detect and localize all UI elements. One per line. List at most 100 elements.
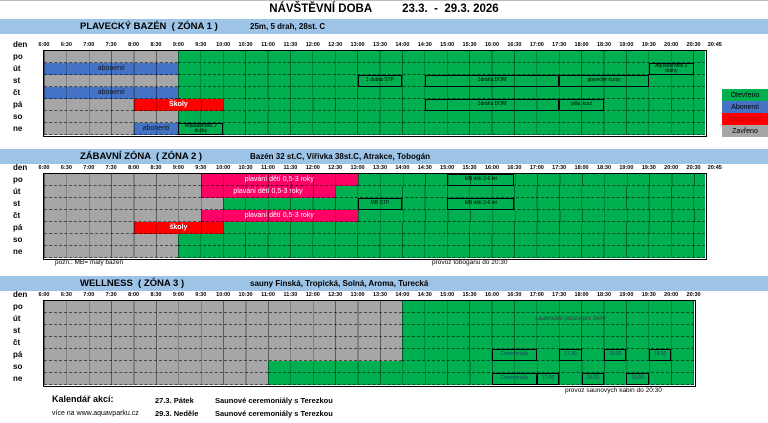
segment-label: plavání dětí 0,5-3 roky: [244, 176, 314, 183]
time-label: 9:00: [172, 292, 184, 298]
time-label: 12:30: [328, 42, 343, 48]
time-label: 19:00: [619, 165, 634, 171]
segment-closed: [44, 174, 201, 186]
time-label: 9:30: [195, 42, 207, 48]
time-label: 7:30: [105, 165, 117, 171]
time-label: 15:00: [440, 165, 455, 171]
time-label: 16:30: [507, 42, 522, 48]
page-title: NÁVŠTĚVNÍ DOBA 23.3. - 29.3. 2026: [0, 3, 768, 15]
day-label: pá: [13, 223, 23, 232]
segment-closed: [44, 198, 224, 210]
time-label: 14:00: [395, 165, 410, 171]
schedule-note-box: pláv. kurz: [559, 99, 604, 111]
segment-closed: [44, 361, 268, 373]
segment-open: [178, 234, 705, 246]
time-label: 10:30: [238, 42, 253, 48]
time-label: 17:30: [552, 292, 567, 298]
schedule-note-box: MB děti 3-6 let: [447, 198, 515, 210]
segment-abonenti: abonenti: [44, 87, 179, 99]
segment-label: abonenti: [142, 125, 170, 132]
segment-reserved: Školy: [133, 99, 224, 111]
segment-open: [402, 337, 694, 349]
day-label: čt: [13, 211, 21, 220]
time-label: 19:00: [619, 292, 634, 298]
segment-open: [357, 174, 705, 186]
time-label: 17:30: [552, 42, 567, 48]
day-label: st: [13, 199, 21, 208]
day-label: pá: [13, 100, 23, 109]
time-label: 15:30: [462, 165, 477, 171]
time-label: 10:00: [216, 292, 231, 298]
schedule-note-box: Ceremoniály: [492, 349, 537, 361]
legend-item-abonenti: Abonenti: [722, 101, 768, 113]
time-label: 18:30: [596, 165, 612, 171]
time-label: 16:30: [507, 292, 522, 298]
day-column-header: den: [13, 290, 28, 299]
segment-abonenti: abonenti: [44, 63, 179, 75]
segment-open: [178, 87, 705, 99]
segment-open: [402, 301, 694, 313]
segment-label: plavání dětí 0,5-3 roky: [244, 212, 314, 219]
title-date-range: 23.3. - 29.3. 2026: [402, 3, 499, 15]
time-label: 17:00: [529, 292, 544, 298]
segment-open: [402, 325, 694, 337]
segment-open: [178, 246, 705, 258]
segment-closed: [44, 186, 201, 198]
time-label: 7:30: [105, 292, 117, 298]
time-label: 7:00: [83, 42, 95, 48]
time-label: 18:00: [574, 165, 589, 171]
time-label: 14:00: [395, 42, 410, 48]
time-label: 7:00: [83, 165, 95, 171]
segment-closed: [44, 337, 403, 349]
day-label: pá: [13, 350, 23, 359]
time-label: 6:00: [38, 165, 50, 171]
time-label: 8:30: [150, 165, 162, 171]
time-label: 20:30: [686, 165, 701, 171]
legend: Otevřeno Abonenti Rezervace Zavřeno: [722, 89, 768, 137]
segment-reserved: školy: [133, 222, 224, 234]
time-label: 20:45: [707, 165, 722, 171]
time-label: 17:00: [529, 165, 544, 171]
legend-item-open: Otevřeno: [722, 89, 768, 101]
time-label: 9:30: [195, 165, 207, 171]
calendar-event-text: Saunové ceremoniály s Terezkou: [215, 396, 333, 405]
schedule-note-box: 19:30: [648, 349, 672, 361]
schedule-note-box: 19:00: [626, 373, 649, 385]
time-label: 16:30: [507, 165, 522, 171]
time-label: 6:00: [38, 292, 50, 298]
day-label: po: [13, 175, 23, 184]
segment-open: [223, 222, 705, 234]
time-label: 13:30: [372, 292, 388, 298]
schedule-note-box: Ceremoniály: [492, 373, 537, 385]
time-label: 15:00: [440, 42, 455, 48]
time-label: 15:30: [462, 292, 477, 298]
time-label: 12:30: [328, 292, 343, 298]
segment-closed: [44, 234, 179, 246]
segment-open: [178, 51, 705, 63]
time-label: 7:00: [83, 292, 95, 298]
segment-closed: [44, 373, 268, 385]
schedule-note-box: 1dráha DOM: [424, 75, 560, 87]
day-label: čt: [13, 338, 21, 347]
segment-closed: [44, 111, 179, 123]
time-label: 20:45: [707, 42, 722, 48]
time-label: 19:30: [641, 42, 656, 48]
schedule-note-box: Aquaaerobik 2 dráhy: [648, 63, 694, 75]
day-label: ne: [13, 124, 23, 133]
segment-closed: [44, 123, 134, 135]
segment-closed: [44, 51, 179, 63]
day-label: po: [13, 302, 23, 311]
segment-pink: plavání dětí 0,5-3 roky: [200, 186, 336, 198]
segment-closed: [44, 75, 179, 87]
segment-closed: [44, 246, 179, 258]
time-label: 11:30: [283, 292, 298, 298]
time-label: 8:30: [150, 42, 162, 48]
time-label: 12:00: [305, 42, 320, 48]
day-column-header: den: [13, 40, 28, 49]
segment-label: Školy: [169, 101, 188, 108]
time-label: 14:00: [395, 292, 410, 298]
time-label: 10:30: [238, 292, 253, 298]
zone3-header-bar: WELLNESS ( ZÓNA 3 ) sauny Finská, Tropic…: [0, 276, 768, 291]
zone3-subtitle: sauny Finská, Tropická, Solná, Aroma, Tu…: [250, 279, 429, 288]
